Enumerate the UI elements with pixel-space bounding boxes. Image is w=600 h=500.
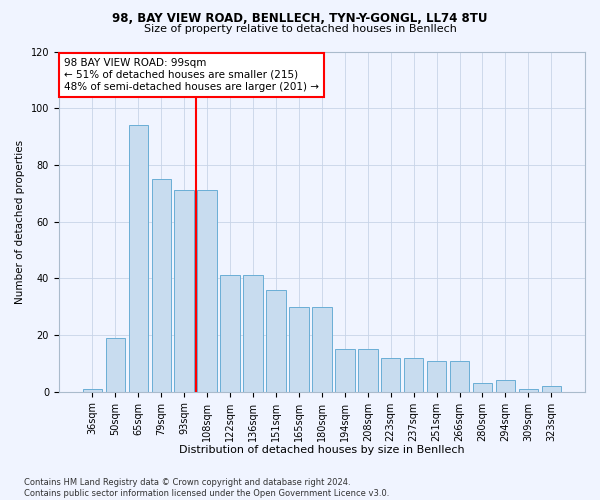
Text: 98 BAY VIEW ROAD: 99sqm
← 51% of detached houses are smaller (215)
48% of semi-d: 98 BAY VIEW ROAD: 99sqm ← 51% of detache…	[64, 58, 319, 92]
Bar	[266, 290, 286, 392]
Bar	[312, 306, 332, 392]
Text: 98, BAY VIEW ROAD, BENLLECH, TYN-Y-GONGL, LL74 8TU: 98, BAY VIEW ROAD, BENLLECH, TYN-Y-GONGL…	[112, 12, 488, 26]
Bar	[244, 276, 263, 392]
Bar	[473, 383, 492, 392]
Bar	[83, 389, 102, 392]
Bar	[197, 190, 217, 392]
Bar	[381, 358, 400, 392]
Bar	[289, 306, 308, 392]
Bar	[542, 386, 561, 392]
Bar	[106, 338, 125, 392]
Bar	[358, 349, 377, 392]
Bar	[175, 190, 194, 392]
Bar	[518, 389, 538, 392]
Bar	[427, 360, 446, 392]
Text: Contains HM Land Registry data © Crown copyright and database right 2024.
Contai: Contains HM Land Registry data © Crown c…	[24, 478, 389, 498]
X-axis label: Distribution of detached houses by size in Benllech: Distribution of detached houses by size …	[179, 445, 465, 455]
Bar	[152, 179, 171, 392]
Bar	[335, 349, 355, 392]
Bar	[404, 358, 424, 392]
Text: Size of property relative to detached houses in Benllech: Size of property relative to detached ho…	[143, 24, 457, 34]
Bar	[220, 276, 240, 392]
Y-axis label: Number of detached properties: Number of detached properties	[15, 140, 25, 304]
Bar	[496, 380, 515, 392]
Bar	[450, 360, 469, 392]
Bar	[128, 125, 148, 392]
